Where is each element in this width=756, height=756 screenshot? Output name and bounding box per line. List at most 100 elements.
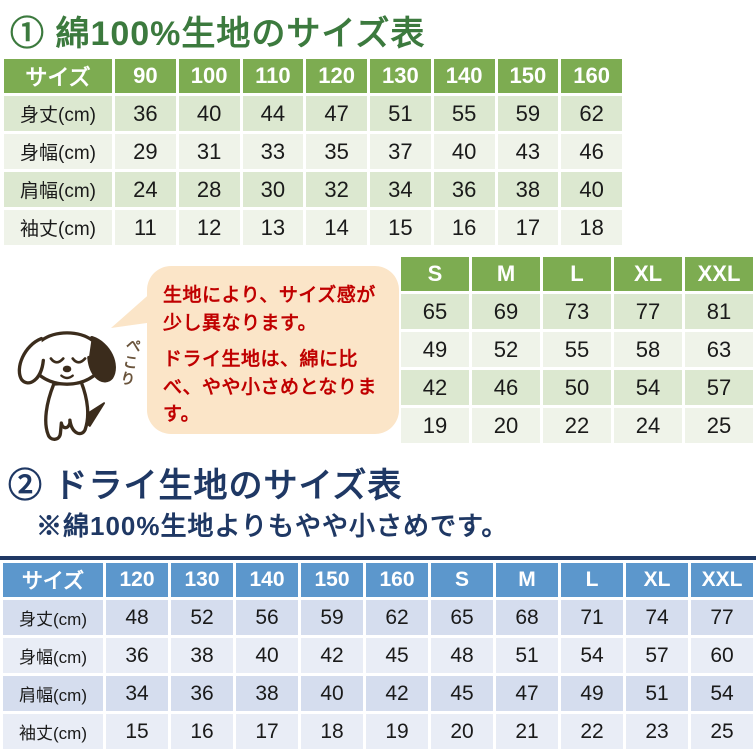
column-header: 100 [178, 59, 240, 93]
size-value-cell: 54 [561, 638, 623, 673]
size-value-cell: 65 [401, 294, 469, 329]
size-value-cell: 12 [178, 210, 240, 245]
table-row: 身幅(cm) 36 38 40 42 45 48 51 54 57 60 [3, 638, 753, 673]
table-row: 身丈(cm) 48 52 56 59 62 65 68 71 74 77 [3, 600, 753, 635]
size-value-cell: 49 [561, 676, 623, 711]
column-header: 160 [366, 563, 428, 597]
size-value-cell: 31 [178, 134, 240, 169]
size-value-cell: 22 [543, 408, 611, 443]
column-header: 150 [497, 59, 559, 93]
size-value-cell: 28 [178, 172, 240, 207]
size-value-cell: 60 [691, 638, 753, 673]
table-row: 65 69 73 77 81 [401, 294, 753, 329]
size-value-cell: 51 [370, 96, 431, 131]
row-label: 身丈(cm) [3, 600, 103, 635]
size-value-cell: 38 [497, 172, 559, 207]
header-row: サイズ 120 130 140 150 160 S M L XL XXL [3, 563, 753, 597]
dry-section-title: ② ドライ生地のサイズ表 [8, 467, 403, 505]
size-value-cell: 40 [178, 96, 240, 131]
speech-bubble-tail [111, 290, 154, 328]
size-value-cell: 77 [691, 600, 753, 635]
size-value-cell: 19 [366, 714, 428, 749]
row-label: 身丈(cm) [4, 96, 112, 131]
size-value-cell: 55 [543, 332, 611, 367]
size-value-cell: 52 [171, 600, 233, 635]
table-row: 袖丈(cm) 15 16 17 18 19 20 21 22 23 25 [3, 714, 753, 749]
size-value-cell: 45 [366, 638, 428, 673]
size-value-cell: 33 [242, 134, 304, 169]
size-value-cell: 45 [431, 676, 493, 711]
size-value-cell: 21 [496, 714, 558, 749]
size-value-cell: 42 [401, 370, 469, 405]
size-value-cell: 38 [236, 676, 298, 711]
column-header: S [401, 257, 469, 291]
size-value-cell: 32 [306, 172, 367, 207]
cotton-section-title: ① 綿100%生地のサイズ表 [10, 15, 426, 53]
column-header: 110 [242, 59, 304, 93]
speech-bubble: 生地により、サイズ感が少し異なります。 ドライ生地は、綿に比べ、やや小さめとなり… [147, 266, 399, 434]
size-value-cell: 14 [306, 210, 367, 245]
table-row: 身丈(cm) 36 40 44 47 51 55 59 62 [4, 96, 622, 131]
size-value-cell: 25 [685, 408, 753, 443]
cotton-adult-size-table: S M L XL XXL 65 69 73 77 81 49 52 55 58 63 42 46 50 54 57 19… [398, 254, 756, 446]
size-value-cell: 59 [497, 96, 559, 131]
size-value-cell: 17 [236, 714, 298, 749]
size-value-cell: 40 [236, 638, 298, 673]
table-row: 袖丈(cm) 11 12 13 14 15 16 17 18 [4, 210, 622, 245]
size-value-cell: 54 [614, 370, 682, 405]
size-value-cell: 23 [626, 714, 688, 749]
size-value-cell: 50 [543, 370, 611, 405]
table-row: 19 20 22 24 25 [401, 408, 753, 443]
size-value-cell: 46 [472, 370, 540, 405]
size-value-cell: 16 [433, 210, 495, 245]
column-header: S [431, 563, 493, 597]
size-value-cell: 51 [626, 676, 688, 711]
size-value-cell: 20 [472, 408, 540, 443]
column-header: 140 [236, 563, 298, 597]
size-value-cell: 43 [497, 134, 559, 169]
size-value-cell: 47 [496, 676, 558, 711]
size-value-cell: 25 [691, 714, 753, 749]
size-value-cell: 57 [685, 370, 753, 405]
size-value-cell: 11 [115, 210, 176, 245]
size-value-cell: 57 [626, 638, 688, 673]
size-value-cell: 38 [171, 638, 233, 673]
size-value-cell: 15 [106, 714, 168, 749]
column-header: 120 [106, 563, 168, 597]
size-value-cell: 18 [561, 210, 622, 245]
size-value-cell: 19 [401, 408, 469, 443]
row-label: 袖丈(cm) [3, 714, 103, 749]
table-row: 肩幅(cm) 34 36 38 40 42 45 47 49 51 54 [3, 676, 753, 711]
size-value-cell: 42 [366, 676, 428, 711]
size-value-cell: 52 [472, 332, 540, 367]
row-label: 袖丈(cm) [4, 210, 112, 245]
column-header: 90 [115, 59, 176, 93]
column-header: M [472, 257, 540, 291]
size-value-cell: 48 [106, 600, 168, 635]
row-label: 肩幅(cm) [4, 172, 112, 207]
size-value-cell: 69 [472, 294, 540, 329]
size-value-cell: 54 [691, 676, 753, 711]
size-table: サイズ 90 100 110 120 130 140 150 160 身丈(cm) 36 40 44 47… [1, 56, 625, 248]
row-label: 肩幅(cm) [3, 676, 103, 711]
size-value-cell: 35 [306, 134, 367, 169]
column-header: 150 [301, 563, 363, 597]
size-value-cell: 36 [433, 172, 495, 207]
size-value-cell: 40 [301, 676, 363, 711]
size-value-cell: 51 [496, 638, 558, 673]
column-header: XXL [691, 563, 753, 597]
column-header: L [561, 563, 623, 597]
size-value-cell: 16 [171, 714, 233, 749]
size-value-cell: 40 [433, 134, 495, 169]
size-value-cell: 30 [242, 172, 304, 207]
size-value-cell: 13 [242, 210, 304, 245]
table-row: 身幅(cm) 29 31 33 35 37 40 43 46 [4, 134, 622, 169]
column-header: 140 [433, 59, 495, 93]
column-header: サイズ [3, 563, 103, 597]
column-header: 130 [171, 563, 233, 597]
column-header: 120 [306, 59, 367, 93]
size-value-cell: 37 [370, 134, 431, 169]
size-value-cell: 56 [236, 600, 298, 635]
size-value-cell: 18 [301, 714, 363, 749]
